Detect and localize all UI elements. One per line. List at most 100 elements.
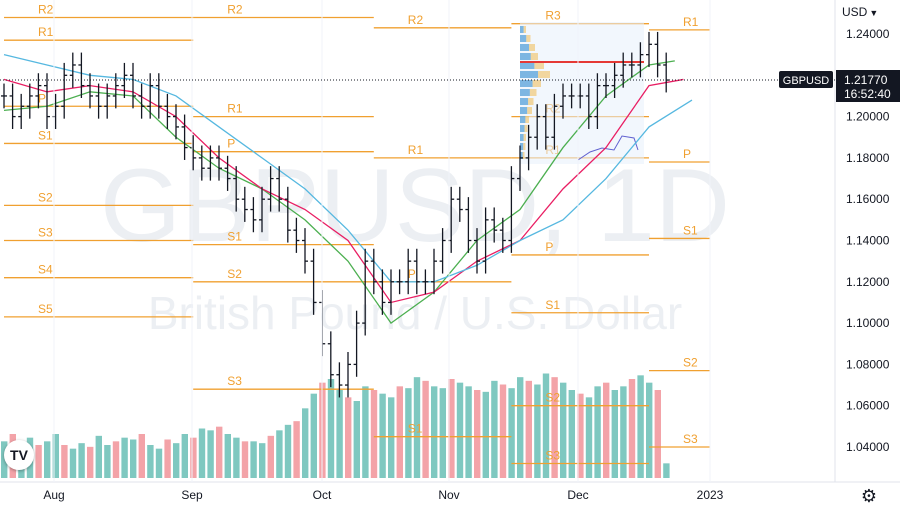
pivot-label: S2 <box>38 190 53 204</box>
pivot-label: S3 <box>683 432 698 446</box>
currency-selector[interactable]: USD ▼ <box>842 5 878 19</box>
volume-bar <box>431 386 438 478</box>
time-tick-label: Aug <box>43 488 64 502</box>
volume-bar <box>284 424 292 478</box>
pivot-label: P <box>38 91 46 105</box>
profile-row <box>523 143 526 150</box>
pivot-label: R1 <box>38 25 54 39</box>
volume-bar <box>362 386 369 478</box>
profile-row <box>528 98 534 105</box>
pivot-label: S2 <box>683 356 698 370</box>
volume-bar <box>637 375 644 478</box>
volume-bar <box>61 445 68 478</box>
symbol-tag: GBPUSD <box>783 75 830 87</box>
volume-bar <box>190 437 197 478</box>
pivot-label: S1 <box>227 230 242 244</box>
volume-bar <box>577 393 584 478</box>
pivot-label: P <box>683 147 691 161</box>
volume-bar <box>233 437 240 478</box>
pivot-label: P <box>545 240 553 254</box>
volume-bar <box>396 386 403 478</box>
volume-bar <box>422 380 429 478</box>
pivot-label: S3 <box>38 226 53 240</box>
profile-row <box>529 89 537 96</box>
volume-bar <box>646 382 653 478</box>
volume-bar <box>138 434 145 478</box>
volume-bar <box>198 428 206 478</box>
time-tick-label: Dec <box>567 488 588 502</box>
volume-bar <box>663 463 670 478</box>
volume-bar <box>525 380 532 478</box>
volume-bar <box>69 448 77 478</box>
volume-bar <box>276 430 283 478</box>
volume-bar <box>104 445 111 478</box>
volume-profile <box>520 22 644 164</box>
price-tick-label: 1.16000 <box>846 192 890 206</box>
pivot-label: P <box>227 137 235 151</box>
volume-bar <box>654 390 661 478</box>
pivot-label: R2 <box>227 2 243 16</box>
volume-bar <box>345 397 352 478</box>
pivot-label: S3 <box>545 449 560 463</box>
price-tick-label: 1.14000 <box>846 234 890 248</box>
price-tick-label: 1.20000 <box>846 110 890 124</box>
volume-bar <box>147 445 154 478</box>
volume-bar <box>327 379 335 478</box>
volume-bar <box>207 430 214 478</box>
time-tick-label: Sep <box>181 488 203 502</box>
profile-row <box>524 125 528 132</box>
volume-bar <box>534 384 541 478</box>
profile-row <box>522 152 525 159</box>
volume-bar <box>388 397 395 478</box>
volume-bar <box>491 380 498 478</box>
watermark-ticker: GBPUSD, 1D <box>100 148 730 264</box>
gear-icon[interactable]: ⚙ <box>860 486 878 506</box>
price-tick-label: 1.06000 <box>846 399 890 413</box>
volume-bar <box>181 434 188 478</box>
pivot-label: R1 <box>408 143 424 157</box>
profile-row <box>530 53 538 60</box>
tradingview-logo[interactable]: TV <box>4 440 34 470</box>
profile-row <box>527 107 532 114</box>
pivot-label: S5 <box>38 302 53 316</box>
moving-average-line <box>3 78 684 304</box>
volume-bar <box>448 379 455 478</box>
volume-bar <box>130 439 137 478</box>
profile-row <box>526 35 531 42</box>
volume-bar <box>585 397 593 478</box>
time-axis[interactable]: Aug Sep Oct Nov Dec 2023 <box>43 0 724 502</box>
profile-row <box>523 134 526 141</box>
pivot-label: R3 <box>545 9 561 23</box>
countdown-tag: 16:52:40 <box>844 87 891 101</box>
volume-bar <box>155 448 163 478</box>
profile-row <box>520 125 525 132</box>
volume-bar <box>112 441 120 478</box>
profile-row <box>523 26 526 33</box>
volume-bar <box>465 386 472 478</box>
volume-bar <box>474 390 481 478</box>
profile-row <box>532 80 541 87</box>
pivot-label: S3 <box>227 374 242 388</box>
volume-bar <box>603 382 610 478</box>
volume-bar <box>594 386 601 478</box>
volume-bar <box>405 388 412 478</box>
volume-bar <box>370 390 378 478</box>
time-tick-label: 2023 <box>697 488 724 502</box>
volume-bar <box>560 382 567 478</box>
profile-row <box>520 53 531 60</box>
volume-bar <box>508 388 515 478</box>
pivot-label: R1 <box>683 15 699 29</box>
volume-bar <box>413 377 421 478</box>
price-tick-label: 1.24000 <box>846 27 890 41</box>
pivot-label: S1 <box>38 128 53 142</box>
price-tick-label: 1.08000 <box>846 357 890 371</box>
profile-row <box>520 71 538 78</box>
profile-box <box>520 22 644 164</box>
volume-bar <box>44 441 51 478</box>
chevron-down-icon: ▼ <box>869 8 879 18</box>
price-tick-label: 1.12000 <box>846 275 890 289</box>
volume-bar <box>78 443 85 478</box>
profile-row <box>520 44 529 51</box>
currency-label: USD <box>842 5 868 19</box>
